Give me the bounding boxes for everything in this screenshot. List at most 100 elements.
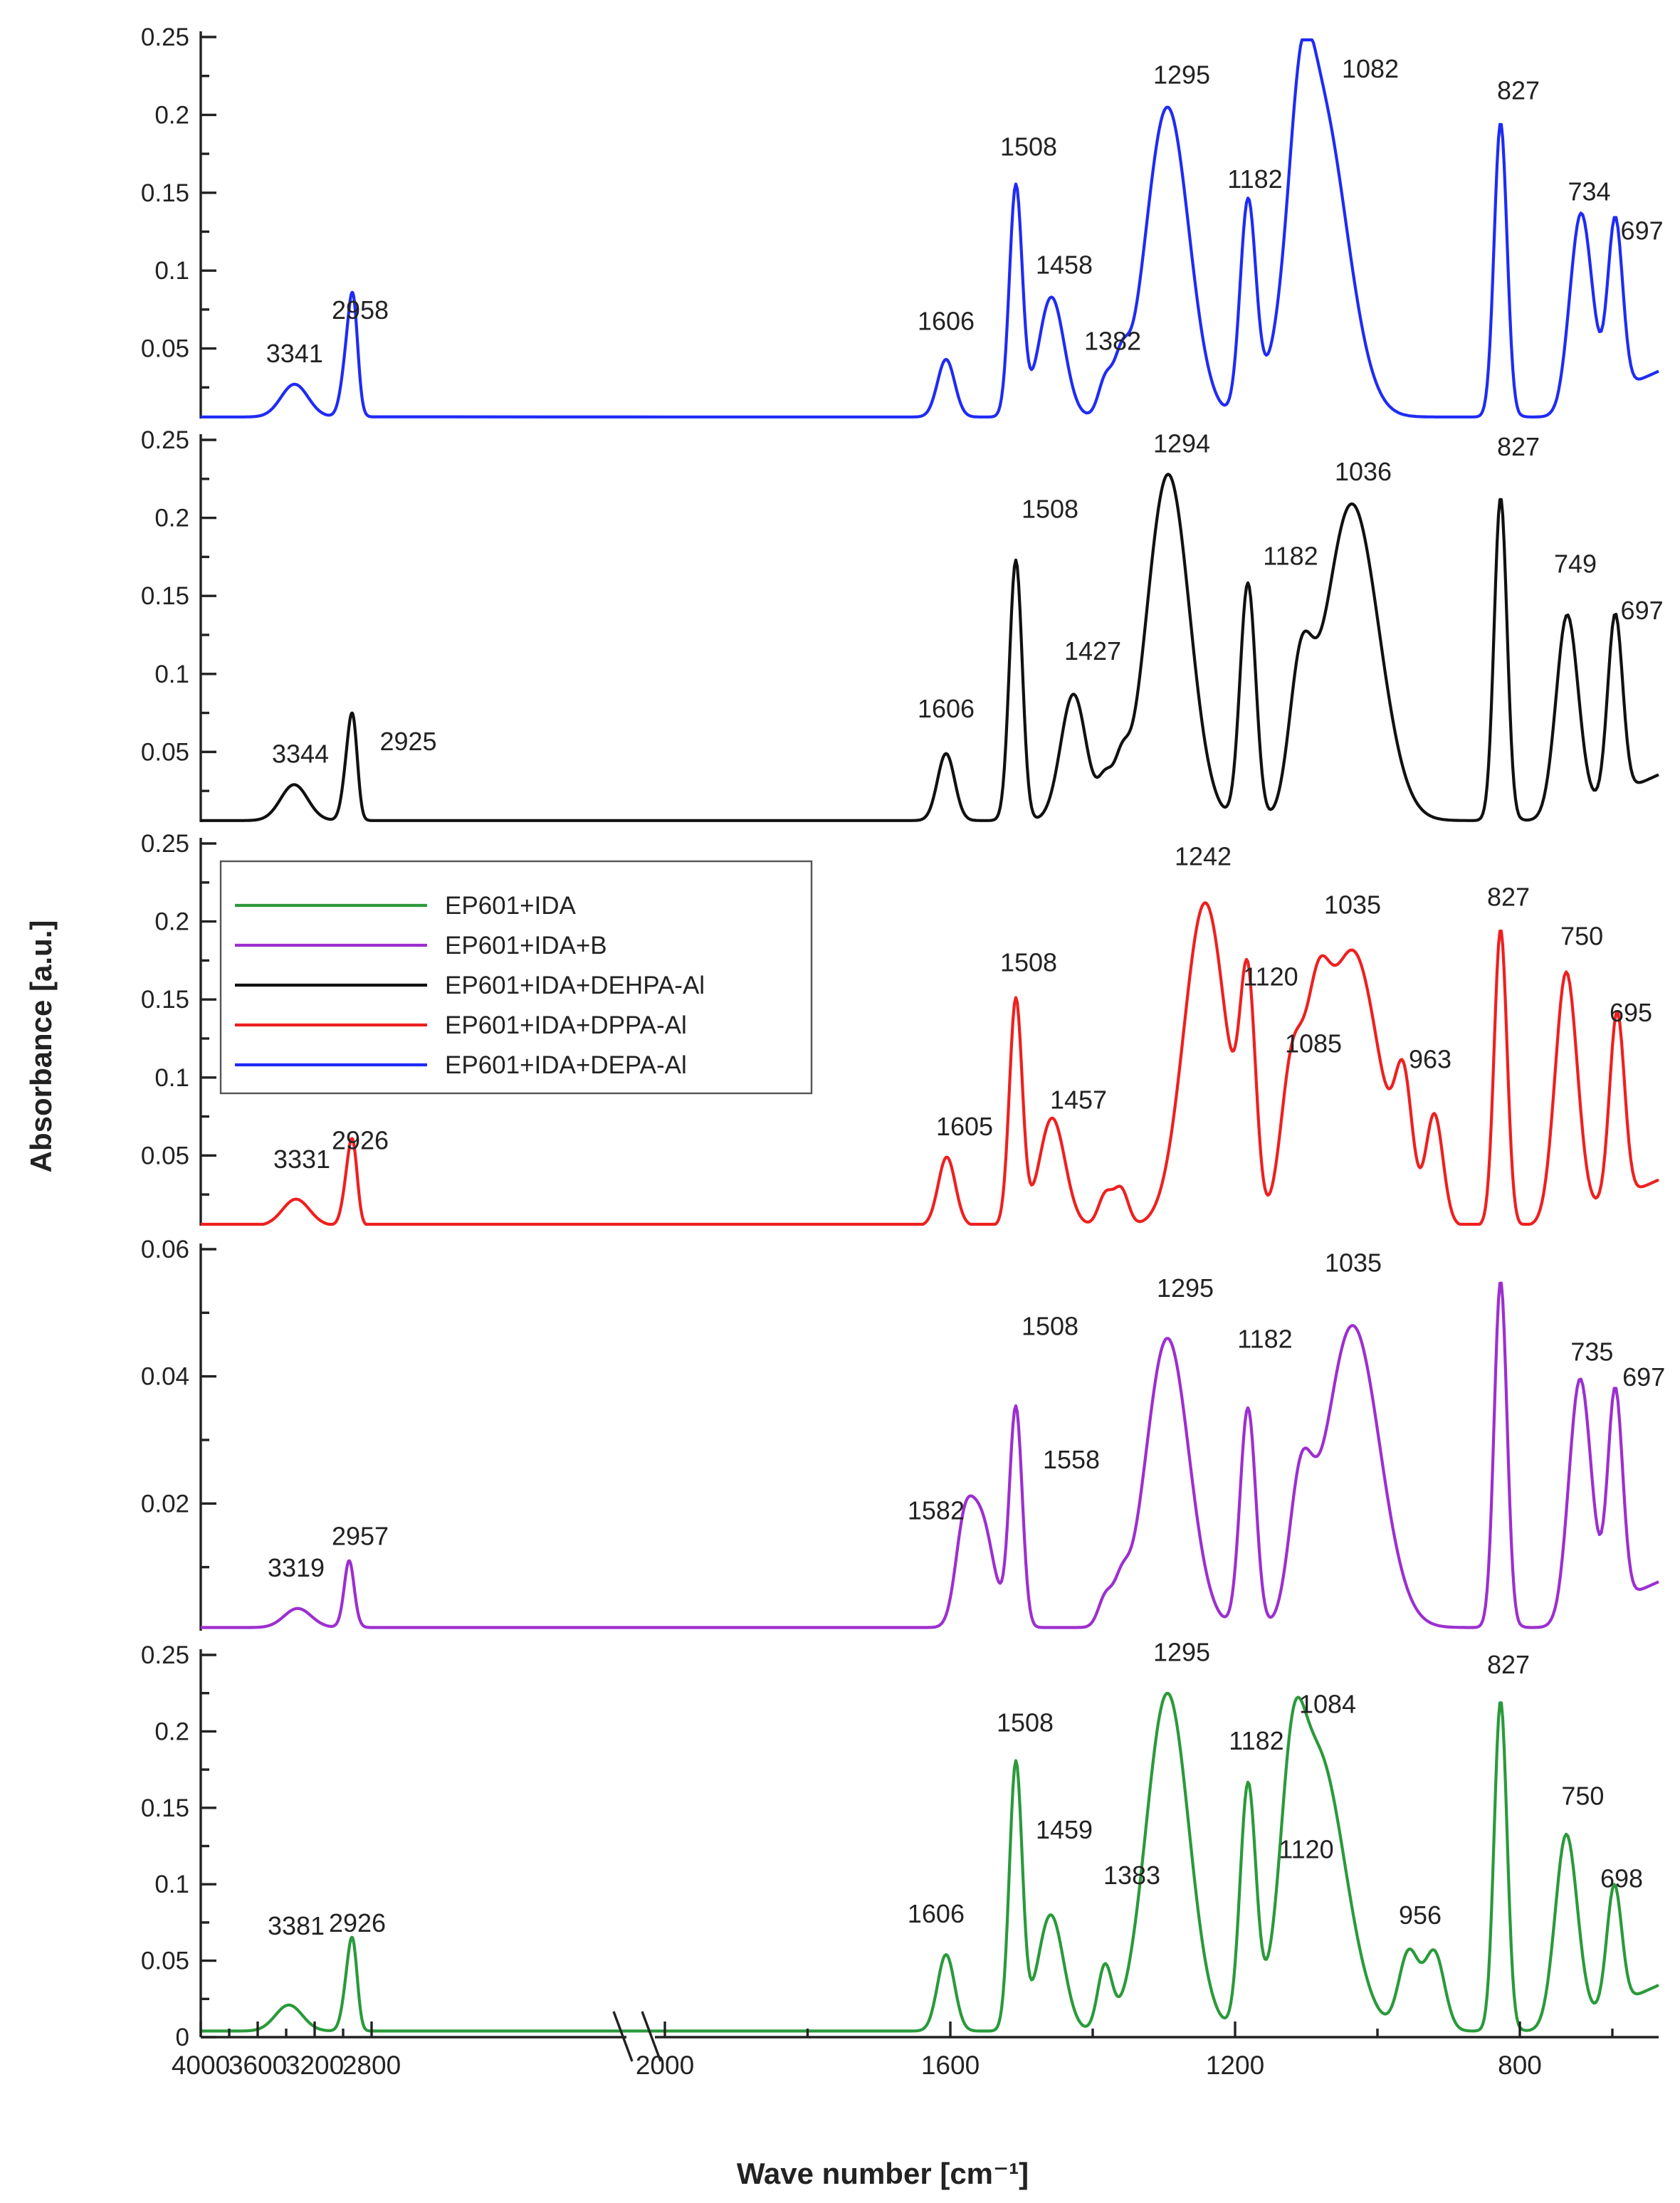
peak-label: 1035 xyxy=(1325,1248,1382,1277)
y-tick-label: 0.05 xyxy=(141,738,189,766)
legend-entry: EP601+IDA+DEPA-Al xyxy=(445,1051,687,1079)
peak-label: 1606 xyxy=(918,694,975,723)
peak-label: 734 xyxy=(1568,177,1610,206)
series-line xyxy=(199,901,1659,1226)
y-tick-label: 0.25 xyxy=(141,426,189,454)
series-line xyxy=(199,38,1659,419)
peak-label: 1382 xyxy=(1084,327,1141,356)
x-tick-label: 4000 xyxy=(172,2051,230,2080)
legend-entry: EP601+IDA xyxy=(445,892,577,920)
y-tick-label: 0.2 xyxy=(154,505,189,532)
peak-label: 750 xyxy=(1560,921,1603,950)
peak-label: 827 xyxy=(1497,76,1540,105)
y-tick-label: 0.2 xyxy=(154,1718,189,1745)
legend-entry: EP601+IDA+DEHPA-Al xyxy=(445,972,705,999)
peak-label: 1295 xyxy=(1153,1638,1210,1667)
y-tick-label: 0.05 xyxy=(141,335,189,363)
peak-label: 1459 xyxy=(1036,1815,1093,1844)
panel-1: 0.25 0.2 0.15 0.1 0.05 3341 2958 1606 1508 1458 13… xyxy=(141,23,1664,419)
peak-label: 1508 xyxy=(1000,132,1057,161)
x-tick-label: 3200 xyxy=(285,2051,344,2080)
peak-label: 1383 xyxy=(1103,1861,1160,1890)
legend-box xyxy=(219,860,813,1095)
peak-label: 1508 xyxy=(1000,948,1057,977)
peak-label: 1458 xyxy=(1036,251,1093,280)
y-tick-label: 0.02 xyxy=(141,1490,189,1518)
y-tick-label: 0.1 xyxy=(154,257,189,285)
peak-label: 1120 xyxy=(1243,962,1298,991)
peak-label: 1084 xyxy=(1299,1690,1356,1719)
peak-label: 2925 xyxy=(379,727,436,756)
peak-label: 1508 xyxy=(1022,1312,1078,1341)
x-tick-label: 2800 xyxy=(342,2051,401,2080)
peak-label: 3381 xyxy=(268,1911,325,1940)
axis-break-mark xyxy=(641,2011,662,2062)
peak-label: 1457 xyxy=(1050,1085,1107,1115)
y-tick-label: 0.1 xyxy=(154,1064,189,1092)
peak-label: 2957 xyxy=(332,1521,389,1550)
peak-label: 698 xyxy=(1600,1863,1643,1893)
panels: 0.25 0.2 0.15 0.1 0.05 3341 2958 1606 1508 1458 13… xyxy=(141,23,1665,2051)
peak-label: 1036 xyxy=(1335,457,1392,486)
peak-label: 1582 xyxy=(908,1496,965,1525)
peak-label: 749 xyxy=(1554,549,1597,578)
series-line xyxy=(199,1281,1659,1629)
y-tick-label: 0.25 xyxy=(141,1641,189,1669)
y-tick-label: 0.15 xyxy=(141,582,189,610)
y-tick-label: 0.2 xyxy=(154,908,189,936)
peak-label: 3319 xyxy=(268,1553,325,1582)
x-tick-label: 1600 xyxy=(921,2051,980,2080)
peak-label: 697 xyxy=(1621,596,1664,625)
peak-label: 1605 xyxy=(936,1112,993,1141)
peak-label: 750 xyxy=(1561,1782,1604,1811)
peak-label: 827 xyxy=(1487,1650,1530,1679)
peak-label: 1508 xyxy=(997,1708,1054,1737)
peak-label: 1182 xyxy=(1227,164,1282,194)
y-tick-label: 0.05 xyxy=(141,1947,189,1975)
y-tick-label: 0.2 xyxy=(154,101,189,129)
peak-label: 695 xyxy=(1610,998,1652,1027)
peak-label: 3344 xyxy=(272,740,329,769)
peak-label: 1295 xyxy=(1157,1273,1214,1303)
x-axis-title: Wave number [cm⁻¹] xyxy=(737,2157,1029,2190)
peak-label: 827 xyxy=(1497,432,1540,461)
y-tick-label: 0.25 xyxy=(141,23,189,51)
peak-label: 2958 xyxy=(332,295,389,325)
y-tick-label: 0 xyxy=(176,2024,189,2051)
peak-label: 1558 xyxy=(1043,1445,1100,1474)
peak-label: 2926 xyxy=(329,1908,386,1938)
y-tick-label: 0.06 xyxy=(141,1236,189,1263)
peak-label: 3341 xyxy=(266,339,323,368)
panel-2: 0.25 0.2 0.15 0.1 0.05 3344 2925 1606 1508 1427 12… xyxy=(141,426,1664,822)
series-line xyxy=(199,473,1659,822)
legend-entry: EP601+IDA+DPPA-Al xyxy=(445,1011,687,1039)
legend-entry: EP601+IDA+B xyxy=(445,932,607,959)
peak-label: 1120 xyxy=(1279,1835,1333,1864)
y-tick-label: 0.15 xyxy=(141,179,189,207)
peak-label: 1508 xyxy=(1022,495,1078,524)
peak-label: 697 xyxy=(1622,1362,1665,1392)
y-tick-label: 0.15 xyxy=(141,986,189,1014)
peak-label: 1606 xyxy=(908,1899,965,1928)
peak-label: 1035 xyxy=(1324,890,1381,920)
peak-label: 1182 xyxy=(1229,1726,1283,1755)
axis-break-mark xyxy=(612,2011,634,2062)
legend: EP601+IDA EP601+IDA+B EP601+IDA+DEHPA-Al EP… xyxy=(219,860,813,1095)
x-tick-label: 3600 xyxy=(229,2051,287,2080)
peak-label: 963 xyxy=(1409,1045,1451,1074)
y-tick-label: 0.1 xyxy=(154,1871,189,1898)
peak-label: 1242 xyxy=(1175,842,1232,871)
peak-label: 1295 xyxy=(1153,61,1210,90)
y-tick-label: 0.1 xyxy=(154,661,189,688)
y-tick-label: 0.05 xyxy=(141,1142,189,1169)
peak-label: 1606 xyxy=(918,306,975,335)
peak-label: 1427 xyxy=(1064,636,1121,666)
peak-label: 1085 xyxy=(1285,1029,1342,1058)
y-tick-label: 0.15 xyxy=(141,1794,189,1822)
x-tick-label: 800 xyxy=(1498,2051,1542,2080)
